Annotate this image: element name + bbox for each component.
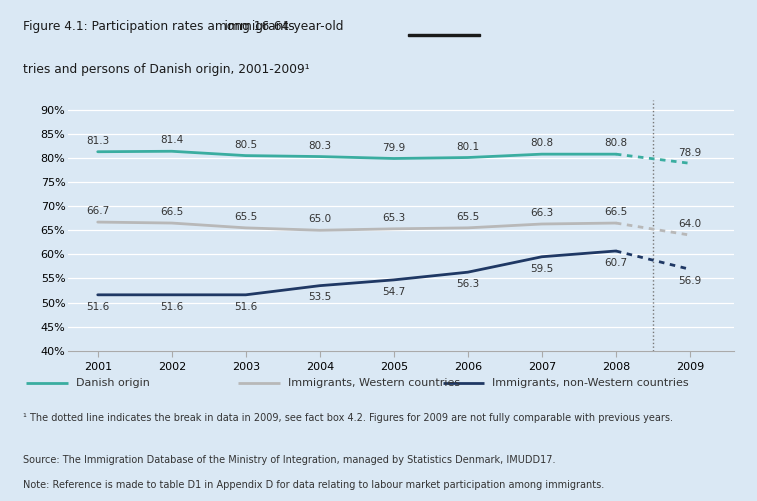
Text: Immigrants, Western countries: Immigrants, Western countries bbox=[288, 378, 459, 388]
Text: ¹ The dotted line indicates the break in data in 2009, see fact box 4.2. Figures: ¹ The dotted line indicates the break in… bbox=[23, 413, 673, 423]
Text: Figure 4.1: Participation rates among 16-64-year-old: Figure 4.1: Participation rates among 16… bbox=[23, 20, 347, 33]
Text: 60.7: 60.7 bbox=[604, 258, 628, 268]
Text: tries and persons of Danish origin, 2001-2009¹: tries and persons of Danish origin, 2001… bbox=[23, 63, 310, 76]
Text: Immigrants, non-Western countries: Immigrants, non-Western countries bbox=[492, 378, 689, 388]
Text: 66.3: 66.3 bbox=[530, 208, 553, 218]
Text: 51.6: 51.6 bbox=[86, 302, 109, 312]
Text: 64.0: 64.0 bbox=[678, 219, 702, 229]
Text: 80.8: 80.8 bbox=[531, 138, 553, 148]
Text: 81.3: 81.3 bbox=[86, 136, 109, 146]
Text: 59.5: 59.5 bbox=[530, 264, 553, 274]
Text: 80.5: 80.5 bbox=[234, 140, 257, 150]
Text: 65.0: 65.0 bbox=[308, 214, 332, 224]
Text: 54.7: 54.7 bbox=[382, 287, 406, 297]
Text: 53.5: 53.5 bbox=[308, 293, 332, 303]
Bar bbox=[407, 34, 480, 36]
Text: 65.3: 65.3 bbox=[382, 213, 406, 223]
Text: Note: Reference is made to table D1 in Appendix D for data relating to labour ma: Note: Reference is made to table D1 in A… bbox=[23, 480, 604, 490]
Text: Danish origin: Danish origin bbox=[76, 378, 150, 388]
Text: 79.9: 79.9 bbox=[382, 143, 406, 153]
Text: 66.5: 66.5 bbox=[604, 207, 628, 217]
Text: 80.8: 80.8 bbox=[604, 138, 628, 148]
Text: immigrants: immigrants bbox=[23, 20, 294, 33]
Text: 51.6: 51.6 bbox=[160, 302, 183, 312]
Text: 66.5: 66.5 bbox=[160, 207, 183, 217]
Text: Source: The Immigration Database of the Ministry of Integration, managed by Stat: Source: The Immigration Database of the … bbox=[23, 455, 555, 465]
Text: 78.9: 78.9 bbox=[678, 147, 702, 157]
Text: 66.7: 66.7 bbox=[86, 206, 109, 216]
Text: 56.9: 56.9 bbox=[678, 276, 702, 286]
Text: 65.5: 65.5 bbox=[456, 212, 479, 222]
Text: 65.5: 65.5 bbox=[234, 212, 257, 222]
Text: 80.3: 80.3 bbox=[308, 141, 332, 151]
Text: 81.4: 81.4 bbox=[160, 135, 183, 145]
Text: 80.1: 80.1 bbox=[456, 142, 479, 152]
Text: 56.3: 56.3 bbox=[456, 279, 479, 289]
Text: 51.6: 51.6 bbox=[234, 302, 257, 312]
